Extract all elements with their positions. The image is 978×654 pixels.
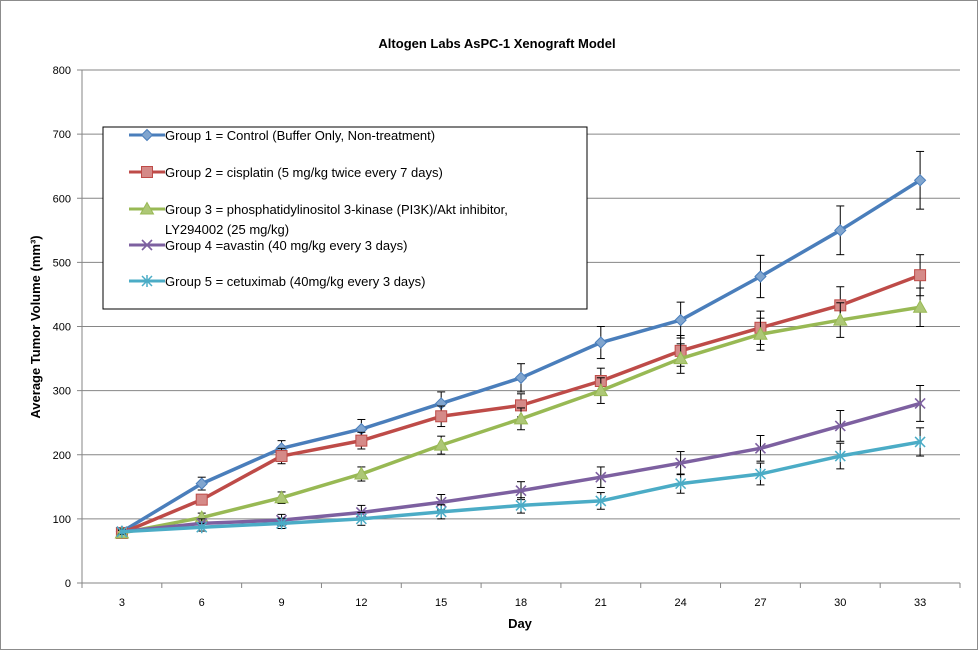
data-point (196, 521, 208, 534)
marker-stroke (914, 397, 926, 410)
data-point (914, 269, 927, 282)
legend-marker (140, 128, 154, 142)
y-tick-label: 800 (53, 65, 71, 77)
data-point (914, 397, 926, 410)
data-point (594, 336, 608, 349)
data-point (274, 490, 289, 504)
data-point (355, 434, 368, 447)
data-point (275, 450, 288, 463)
legend-item-2: Group 2 = cisplatin (5 mg/kg twice every… (129, 165, 443, 180)
data-point (513, 411, 529, 425)
data-point (912, 299, 928, 313)
legend-label: Group 5 = cetuximab (40mg/kg every 3 day… (165, 274, 425, 289)
marker-stroke (595, 471, 607, 483)
data-point (754, 442, 767, 454)
data-point (754, 270, 767, 283)
data-point (195, 493, 208, 506)
legend-label: LY294002 (25 mg/kg) (165, 222, 289, 237)
data-point (435, 410, 448, 423)
data-point (675, 457, 687, 469)
data-point (595, 471, 607, 483)
marker-stroke (141, 239, 153, 251)
data-point (276, 517, 288, 530)
data-point (514, 371, 528, 385)
data-point (673, 351, 688, 365)
data-point (675, 477, 687, 490)
data-point (593, 383, 609, 397)
legend-label: Group 4 =avastin (40 mg/kg every 3 days) (165, 238, 407, 253)
x-tick-label: 18 (515, 597, 527, 609)
x-tick-label: 30 (834, 597, 846, 609)
legend-item-4: Group 4 =avastin (40 mg/kg every 3 days) (129, 238, 407, 253)
legend-label: Group 1 = Control (Buffer Only, Non-trea… (165, 128, 435, 143)
chart-title: Altogen Labs AsPC-1 Xenograft Model (378, 36, 615, 51)
data-point (515, 485, 527, 497)
data-point (914, 435, 926, 448)
x-tick-label: 3 (119, 597, 125, 609)
y-axis-title: Average Tumor Volume (mm³) (28, 235, 43, 418)
data-point (834, 224, 847, 237)
x-tick-label: 12 (355, 597, 367, 609)
series-4 (116, 384, 926, 538)
y-tick-label: 300 (53, 386, 71, 398)
data-point (515, 499, 527, 512)
data-point (355, 512, 367, 525)
y-axis-title-text: Average Tumor Volume (mm³) (28, 235, 43, 418)
data-point (595, 494, 607, 507)
data-point (754, 467, 766, 480)
marker-stroke (515, 485, 527, 497)
legend-label: Group 2 = cisplatin (5 mg/kg twice every… (165, 165, 443, 180)
x-axis-title: Day (508, 616, 533, 631)
legend-marker (139, 201, 155, 215)
x-tick-label: 9 (278, 597, 284, 609)
y-tick-label: 100 (53, 514, 71, 526)
y-tick-label: 600 (53, 193, 71, 205)
x-tick-label: 24 (675, 597, 687, 609)
data-point (674, 313, 687, 327)
x-tick-label: 6 (199, 597, 205, 609)
data-point (834, 420, 846, 432)
marker-stroke (754, 442, 767, 454)
legend-marker (141, 239, 153, 251)
data-point (834, 450, 846, 463)
data-point (116, 525, 128, 538)
legend-item-3: Group 3 = phosphatidylinositol 3-kinase … (129, 201, 508, 237)
data-point (433, 437, 449, 451)
legend-label: Group 3 = phosphatidylinositol 3-kinase … (165, 202, 508, 217)
legend-item-1: Group 1 = Control (Buffer Only, Non-trea… (129, 128, 435, 143)
data-point (832, 312, 848, 326)
series-5 (116, 427, 926, 538)
series-3 (114, 287, 928, 539)
legend-marker (141, 166, 153, 178)
x-tick-label: 27 (754, 597, 766, 609)
x-tick-label: 33 (914, 597, 926, 609)
marker-stroke (435, 496, 447, 508)
legend-marker (141, 275, 153, 287)
x-tick-label: 15 (435, 597, 447, 609)
data-point (753, 326, 768, 340)
data-point (195, 477, 208, 490)
legend: Group 1 = Control (Buffer Only, Non-trea… (102, 126, 588, 310)
data-point (913, 174, 927, 187)
marker-stroke (834, 420, 846, 432)
data-point (435, 496, 447, 508)
y-tick-label: 200 (53, 450, 71, 462)
legend-box (102, 126, 588, 310)
data-point (354, 466, 369, 480)
y-tick-label: 700 (53, 129, 71, 141)
x-tick-label: 21 (595, 597, 607, 609)
marker-stroke (675, 457, 687, 469)
y-tick-label: 400 (53, 322, 71, 334)
axes: 0 100 200 300 400 500 600 700 800 3 6 9 12 15 18 21 24 27… (53, 65, 961, 609)
data-point (435, 505, 447, 518)
data-series (114, 150, 928, 539)
legend-item-5: Group 5 = cetuximab (40mg/kg every 3 day… (129, 274, 425, 289)
y-tick-label: 0 (65, 578, 71, 590)
y-tick-label: 500 (53, 257, 71, 269)
